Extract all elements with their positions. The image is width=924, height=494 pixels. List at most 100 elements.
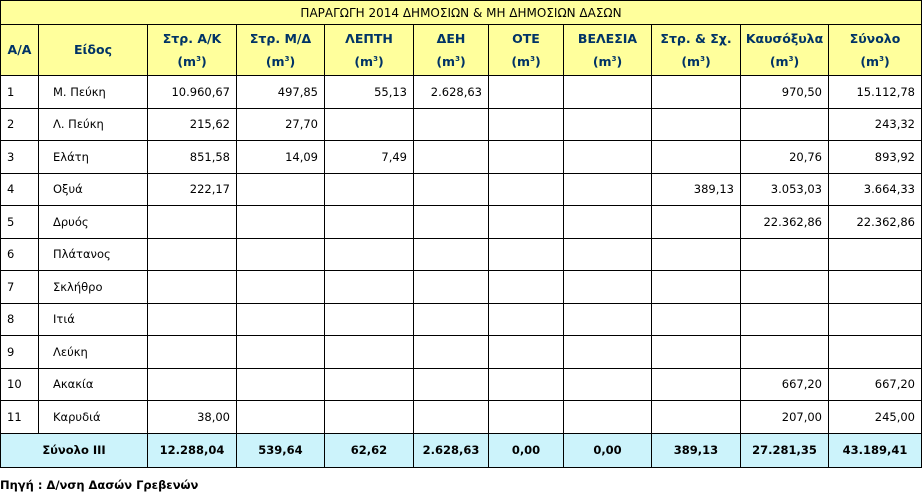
row-index: 6: [0, 237, 39, 271]
species-name: Λεύκη: [38, 335, 148, 369]
value-cell: [413, 400, 489, 434]
value-cell: 3.053,03: [740, 172, 829, 206]
value-cell: 497,85: [236, 75, 325, 109]
value-cell: 2.628,63: [413, 75, 489, 109]
value-cell: [413, 335, 489, 369]
value-cell: [740, 107, 829, 141]
table-row: 7 Σκλήθρο: [0, 270, 922, 304]
value-cell: [563, 270, 652, 304]
value-cell: [147, 367, 237, 401]
value-cell: [563, 140, 652, 174]
value-cell: [563, 172, 652, 206]
column-header: ΒΕΛΕΣΙΑ (m3): [563, 24, 652, 76]
value-cell: 27,70: [236, 107, 325, 141]
value-cell: [413, 302, 489, 336]
total-value: 2.628,63: [413, 432, 489, 468]
column-header-label: ΛΕΠΤΗ: [345, 30, 393, 46]
species-name: Ακακία: [38, 367, 148, 401]
value-cell: 893,92: [828, 140, 922, 174]
value-cell: 245,00: [828, 400, 922, 434]
value-cell: [236, 367, 325, 401]
unit-label: m: [360, 53, 374, 69]
value-cell: [324, 335, 414, 369]
value-cell: [324, 172, 414, 206]
value-cell: [651, 107, 741, 141]
value-cell: [828, 302, 922, 336]
table-row: 4 Οξυά 222,17 389,13 3.053,03 3.664,33: [0, 172, 922, 206]
value-cell: [488, 75, 564, 109]
unit-exponent: 3: [196, 54, 201, 63]
column-header: Στρ. & Σχ. (m3): [651, 24, 741, 76]
unit-exponent: 3: [455, 54, 460, 63]
value-cell: [651, 335, 741, 369]
table-row: 9 Λεύκη: [0, 335, 922, 369]
value-cell: 7,49: [324, 140, 414, 174]
row-index: 4: [0, 172, 39, 206]
value-cell: 215,62: [147, 107, 237, 141]
table-row: 6 Πλάτανος: [0, 237, 922, 271]
value-cell: [563, 335, 652, 369]
value-cell: [488, 205, 564, 239]
unit-exponent: 3: [373, 54, 378, 63]
value-cell: [236, 302, 325, 336]
table-row: 11 Καρυδιά 38,00 207,00 245,00: [0, 400, 922, 434]
total-value: 389,13: [651, 432, 741, 468]
unit-label: m: [183, 53, 197, 69]
value-cell: [563, 400, 652, 434]
species-name: Πλάτανος: [38, 237, 148, 271]
table-row: 5 Δρυός 22.362,86 22.362,86: [0, 205, 922, 239]
value-cell: 55,13: [324, 75, 414, 109]
value-cell: 207,00: [740, 400, 829, 434]
value-cell: [488, 172, 564, 206]
unit-label: m: [271, 53, 285, 69]
column-header-label: Στρ. & Σχ.: [660, 30, 732, 46]
column-header: Είδος: [38, 24, 148, 76]
value-cell: 20,76: [740, 140, 829, 174]
value-cell: [413, 140, 489, 174]
row-index: 7: [0, 270, 39, 304]
value-cell: [147, 302, 237, 336]
unit-exponent: 3: [530, 54, 535, 63]
species-name: Σκλήθρο: [38, 270, 148, 304]
value-cell: 22.362,86: [740, 205, 829, 239]
value-cell: [147, 205, 237, 239]
value-cell: [413, 107, 489, 141]
row-index: 2: [0, 107, 39, 141]
unit-exponent: 3: [879, 54, 884, 63]
column-header-label: Καυσόξυλα: [745, 30, 824, 46]
column-header-label: Σύνολο: [849, 30, 901, 46]
value-cell: [413, 237, 489, 271]
value-cell: [413, 172, 489, 206]
value-cell: [147, 335, 237, 369]
value-cell: [147, 270, 237, 304]
value-cell: [651, 270, 741, 304]
value-cell: [651, 237, 741, 271]
value-cell: [651, 302, 741, 336]
value-cell: [413, 205, 489, 239]
species-name: Οξυά: [38, 172, 148, 206]
column-header: Στρ. Α/Κ (m3): [147, 24, 237, 76]
value-cell: [324, 205, 414, 239]
value-cell: [324, 107, 414, 141]
value-cell: 667,20: [828, 367, 922, 401]
species-name: Δρυός: [38, 205, 148, 239]
row-index: 5: [0, 205, 39, 239]
column-header-label: ΒΕΛΕΣΙΑ: [577, 30, 638, 46]
column-header-label: Α/Α: [7, 42, 32, 57]
value-cell: [147, 237, 237, 271]
value-cell: [563, 205, 652, 239]
header-row: Α/Α Είδος Στρ. Α/Κ (m3) Στρ. Μ/Δ (m3) ΛΕΠΤΗ (m3…: [0, 24, 922, 76]
row-index: 11: [0, 400, 39, 434]
unit-exponent: 3: [700, 54, 705, 63]
value-cell: 3.664,33: [828, 172, 922, 206]
value-cell: [488, 107, 564, 141]
table-row: 3 Ελάτη 851,58 14,09 7,49 20,76 893,92: [0, 140, 922, 174]
value-cell: [488, 302, 564, 336]
value-cell: 10.960,67: [147, 75, 237, 109]
total-value: 0,00: [563, 432, 652, 468]
value-cell: [828, 270, 922, 304]
value-cell: [324, 302, 414, 336]
value-cell: [740, 335, 829, 369]
value-cell: [488, 335, 564, 369]
row-index: 1: [0, 75, 39, 109]
